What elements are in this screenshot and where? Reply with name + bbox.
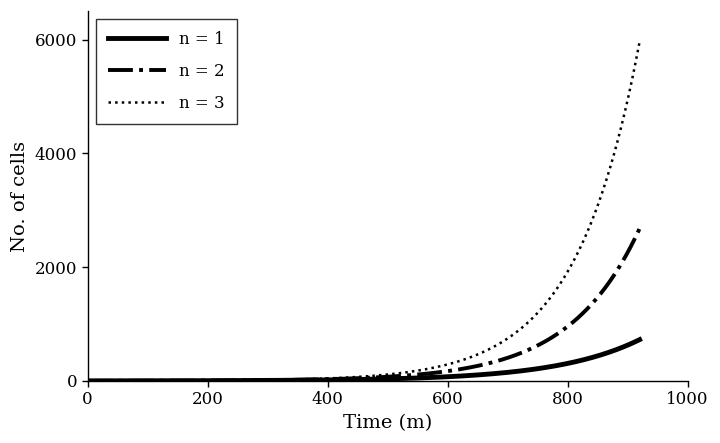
n = 2 [537,341,546,346]
n = 2 [84,378,92,384]
n = 3 [635,39,644,44]
n = 2 [442,369,451,374]
n = 3 [442,362,451,367]
Line: n = 3: n = 3 [88,42,639,381]
n = 2 [635,226,644,231]
n = 1 [414,375,423,381]
n = 3 [495,341,504,346]
n = 3 [414,368,423,373]
n = 2 [414,372,423,377]
n = 3 [184,378,192,383]
n = 1 [442,374,451,380]
n = 1 [184,378,192,383]
n = 1 [294,377,303,383]
n = 1 [84,378,92,384]
n = 3 [537,306,546,311]
n = 1 [495,370,504,376]
n = 3 [294,377,303,382]
Y-axis label: No. of cells: No. of cells [11,140,29,252]
n = 1 [635,337,644,342]
n = 2 [294,377,303,382]
Line: n = 1: n = 1 [88,340,639,381]
X-axis label: Time (m): Time (m) [343,414,432,432]
Line: n = 2: n = 2 [88,229,639,381]
n = 2 [184,378,192,383]
Legend: n = 1, n = 2, n = 3: n = 1, n = 2, n = 3 [96,19,237,124]
n = 3 [84,378,92,384]
n = 1 [537,365,546,371]
n = 2 [495,358,504,363]
